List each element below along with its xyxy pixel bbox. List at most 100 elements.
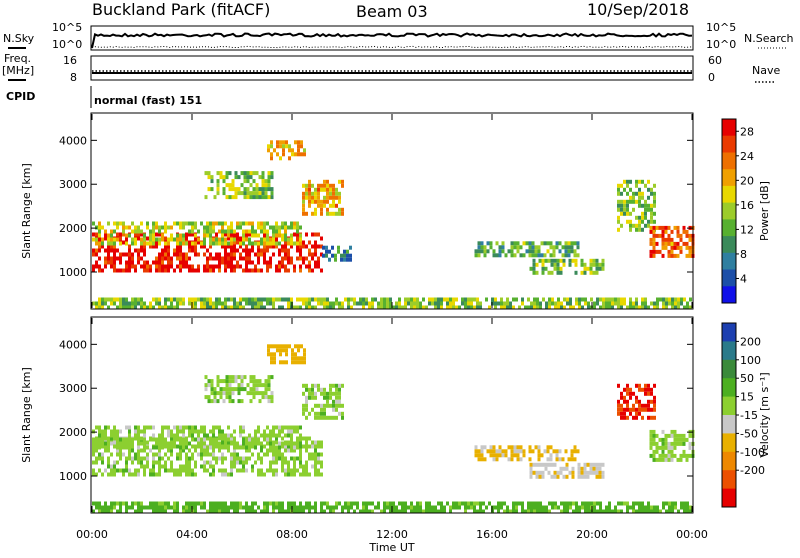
heatmap-cell-10 <box>209 297 212 302</box>
heatmap-cell-8 <box>638 227 641 232</box>
heatmap-cell-8 <box>673 437 677 442</box>
heatmap-cell-8 <box>641 191 644 196</box>
heatmap-cell-1 <box>161 237 164 242</box>
heatmap-cell-0 <box>113 468 116 473</box>
heatmap-cell-5 <box>546 457 550 462</box>
heatmap-cell-0 <box>299 460 302 465</box>
heatmap-cell-1 <box>236 221 239 226</box>
heatmap-cell-10 <box>227 305 230 310</box>
heatmap-cell-10 <box>158 305 161 310</box>
heatmap-cell-4 <box>317 187 320 192</box>
heatmap-cell-2 <box>246 191 250 196</box>
heatmap-cell-1 <box>278 233 281 238</box>
heatmap-cell-10 <box>605 301 608 306</box>
heatmap-cell-1 <box>131 241 134 246</box>
colorbar-segment <box>722 169 736 187</box>
heatmap-cell-5 <box>513 453 517 458</box>
heatmap-cell-8 <box>626 203 629 208</box>
heatmap-cell-10 <box>200 305 203 310</box>
heatmap-cell-2 <box>228 383 232 388</box>
heatmap-cell-1 <box>152 425 155 430</box>
heatmap-cell-10 <box>587 301 590 306</box>
heatmap-cell-10 <box>122 297 125 302</box>
heatmap-cell-1 <box>272 233 275 238</box>
heatmap-cell-0 <box>266 244 269 249</box>
heatmap-cell-0 <box>206 468 209 473</box>
heatmap-cell-7 <box>626 391 629 396</box>
heatmap-cell-9 <box>458 501 461 506</box>
heatmap-cell-1 <box>242 233 245 238</box>
heatmap-cell-1 <box>116 445 119 450</box>
heatmap-cell-1 <box>293 241 296 246</box>
heatmap-cell-9 <box>200 501 203 506</box>
heatmap-cell-9 <box>278 509 281 514</box>
heatmap-cell-0 <box>236 264 239 269</box>
heatmap-cell-5 <box>325 253 328 258</box>
heatmap-cell-9 <box>341 505 344 510</box>
heatmap-cell-9 <box>530 501 533 506</box>
heatmap-cell-6 <box>531 245 535 250</box>
heatmap-cell-8 <box>653 211 656 216</box>
heatmap-cell-9 <box>530 505 533 510</box>
heatmap-cell-5 <box>346 253 349 258</box>
heatmap-cell-5 <box>337 249 340 254</box>
heatmap-cell-10 <box>242 305 245 310</box>
heatmap-cell-6 <box>565 462 569 467</box>
heatmap-cell-10 <box>620 305 623 310</box>
heatmap-cell-2 <box>204 387 208 392</box>
heatmap-cell-1 <box>215 425 218 430</box>
heatmap-cell-1 <box>290 241 293 246</box>
heatmap-cell-9 <box>296 505 299 510</box>
heatmap-cell-2 <box>231 387 235 392</box>
heatmap-cell-1 <box>197 429 200 434</box>
heatmap-cell-1 <box>176 241 179 246</box>
heatmap-cell-4 <box>326 199 329 204</box>
heatmap-cell-0 <box>320 472 323 477</box>
heatmap-cell-6 <box>564 253 568 258</box>
heatmap-cell-1 <box>284 233 287 238</box>
heatmap-cell-9 <box>350 505 353 510</box>
heatmap-cell-8 <box>652 433 656 438</box>
heatmap-cell-9 <box>353 509 356 514</box>
heatmap-cell-0 <box>230 464 233 469</box>
heatmap-cell-9 <box>224 509 227 514</box>
heatmap-cell-1 <box>173 433 176 438</box>
heatmap-cell-2 <box>264 395 268 400</box>
heatmap-cell-2 <box>219 391 223 396</box>
heatmap-cell-0 <box>245 248 248 253</box>
heatmap-cell-9 <box>287 505 290 510</box>
heatmap-cell-0 <box>113 472 116 477</box>
heatmap-cell-10 <box>602 301 605 306</box>
heatmap-cell-6 <box>544 466 548 471</box>
heatmap-cell-1 <box>92 441 95 446</box>
heatmap-cell-1 <box>212 445 215 450</box>
heatmap-cell-9 <box>661 233 665 238</box>
power-colorbar-label: Power [dB] <box>758 181 771 241</box>
heatmap-cell-8 <box>617 199 620 204</box>
heatmap-cell-9 <box>140 509 143 514</box>
heatmap-cell-1 <box>212 225 215 230</box>
heatmap-cell-1 <box>104 425 107 430</box>
heatmap-cell-0 <box>209 464 212 469</box>
nave-tick-top: 60 <box>708 54 722 67</box>
heatmap-cell-0 <box>191 444 194 449</box>
heatmap-cell-1 <box>170 225 173 230</box>
heatmap-cell-0 <box>146 460 149 465</box>
heatmap-cell-10 <box>545 305 548 310</box>
heatmap-cell-1 <box>134 429 137 434</box>
colorbar-tick-label: -100 <box>740 446 765 459</box>
heatmap-cell-7 <box>638 411 641 416</box>
heatmap-cell-2 <box>210 187 214 192</box>
heatmap-cell-0 <box>308 248 311 253</box>
heatmap-cell-5 <box>349 245 352 250</box>
heatmap-cell-7 <box>650 407 653 412</box>
heatmap-cell-7 <box>641 407 644 412</box>
heatmap-cell-2 <box>246 391 250 396</box>
heatmap-cell-10 <box>179 297 182 302</box>
heatmap-cell-10 <box>656 305 659 310</box>
heatmap-cell-6 <box>532 470 536 475</box>
heatmap-cell-0 <box>212 448 215 453</box>
heatmap-cell-7 <box>620 411 623 416</box>
heatmap-cell-1 <box>239 429 242 434</box>
heatmap-cell-8 <box>641 227 644 232</box>
